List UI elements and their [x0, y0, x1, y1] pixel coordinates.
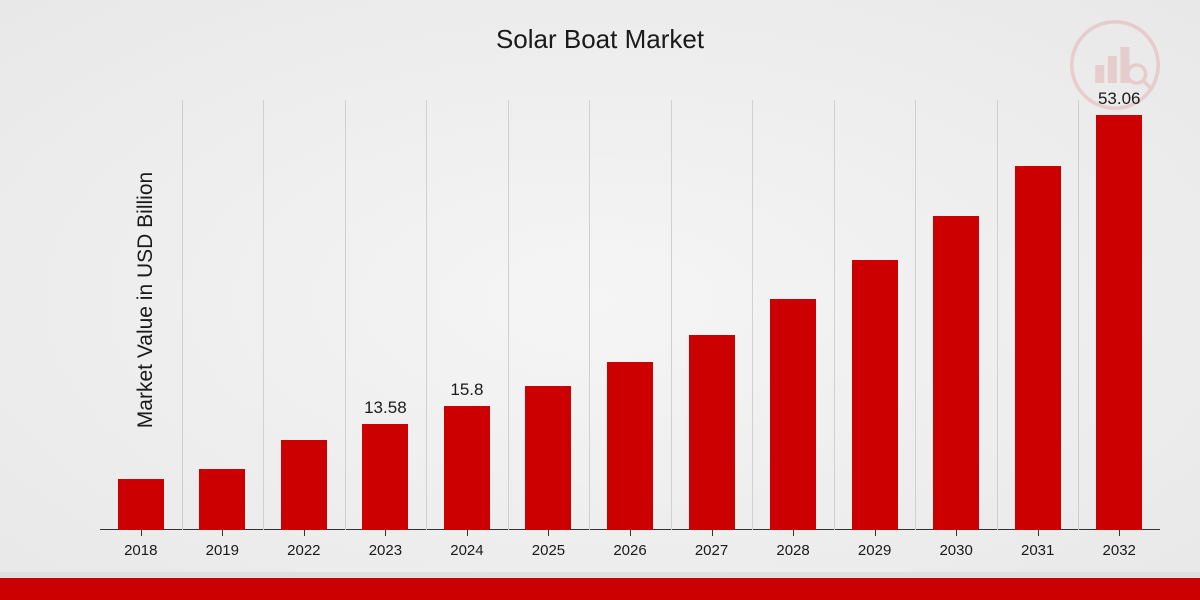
- x-axis-tick: [548, 530, 549, 536]
- bar: [281, 440, 327, 530]
- bar: [1015, 166, 1061, 530]
- x-axis-tick: [712, 530, 713, 536]
- x-axis-label: 2025: [532, 542, 565, 559]
- grid-line: [263, 100, 264, 530]
- x-axis-tick: [222, 530, 223, 536]
- bar: [362, 424, 408, 530]
- x-axis-label: 2028: [776, 542, 809, 559]
- x-axis-tick: [875, 530, 876, 536]
- grid-line: [1078, 100, 1079, 530]
- x-axis-tick: [141, 530, 142, 536]
- grid-line: [834, 100, 835, 530]
- bar-value-label: 13.58: [364, 398, 407, 418]
- x-axis-label: 2024: [450, 542, 483, 559]
- chart-title: Solar Boat Market: [496, 24, 704, 55]
- x-axis-label: 2027: [695, 542, 728, 559]
- x-axis-tick: [630, 530, 631, 536]
- x-axis-tick: [793, 530, 794, 536]
- x-axis-label: 2026: [613, 542, 646, 559]
- x-axis-label: 2022: [287, 542, 320, 559]
- x-axis-label: 2018: [124, 542, 157, 559]
- bar: [852, 260, 898, 530]
- bar-value-label: 15.8: [450, 380, 483, 400]
- grid-line: [345, 100, 346, 530]
- bar: [607, 362, 653, 530]
- x-axis-label: 2032: [1103, 542, 1136, 559]
- bar: [689, 335, 735, 530]
- chart-plot-area: 13.5815.853.06: [100, 100, 1160, 530]
- bar: [1096, 115, 1142, 530]
- x-axis-tick: [385, 530, 386, 536]
- bar: [444, 406, 490, 530]
- grid-line: [997, 100, 998, 530]
- bar: [770, 299, 816, 530]
- grid-line: [426, 100, 427, 530]
- grid-line: [671, 100, 672, 530]
- x-axis-tick: [1038, 530, 1039, 536]
- bar: [199, 469, 245, 530]
- x-axis-label: 2030: [939, 542, 972, 559]
- grid-line: [589, 100, 590, 530]
- bar-value-label: 53.06: [1098, 89, 1141, 109]
- x-axis-tick: [467, 530, 468, 536]
- x-axis-tick: [956, 530, 957, 536]
- x-axis-label: 2029: [858, 542, 891, 559]
- grid-line: [508, 100, 509, 530]
- bar: [118, 479, 164, 530]
- footer-accent-bar: [0, 578, 1200, 600]
- x-axis-label: 2023: [369, 542, 402, 559]
- x-axis-label: 2019: [206, 542, 239, 559]
- bar: [525, 386, 571, 530]
- x-axis-label: 2031: [1021, 542, 1054, 559]
- grid-line: [182, 100, 183, 530]
- bar: [933, 216, 979, 530]
- grid-line: [915, 100, 916, 530]
- grid-line: [752, 100, 753, 530]
- x-axis-tick: [1119, 530, 1120, 536]
- x-axis-tick: [304, 530, 305, 536]
